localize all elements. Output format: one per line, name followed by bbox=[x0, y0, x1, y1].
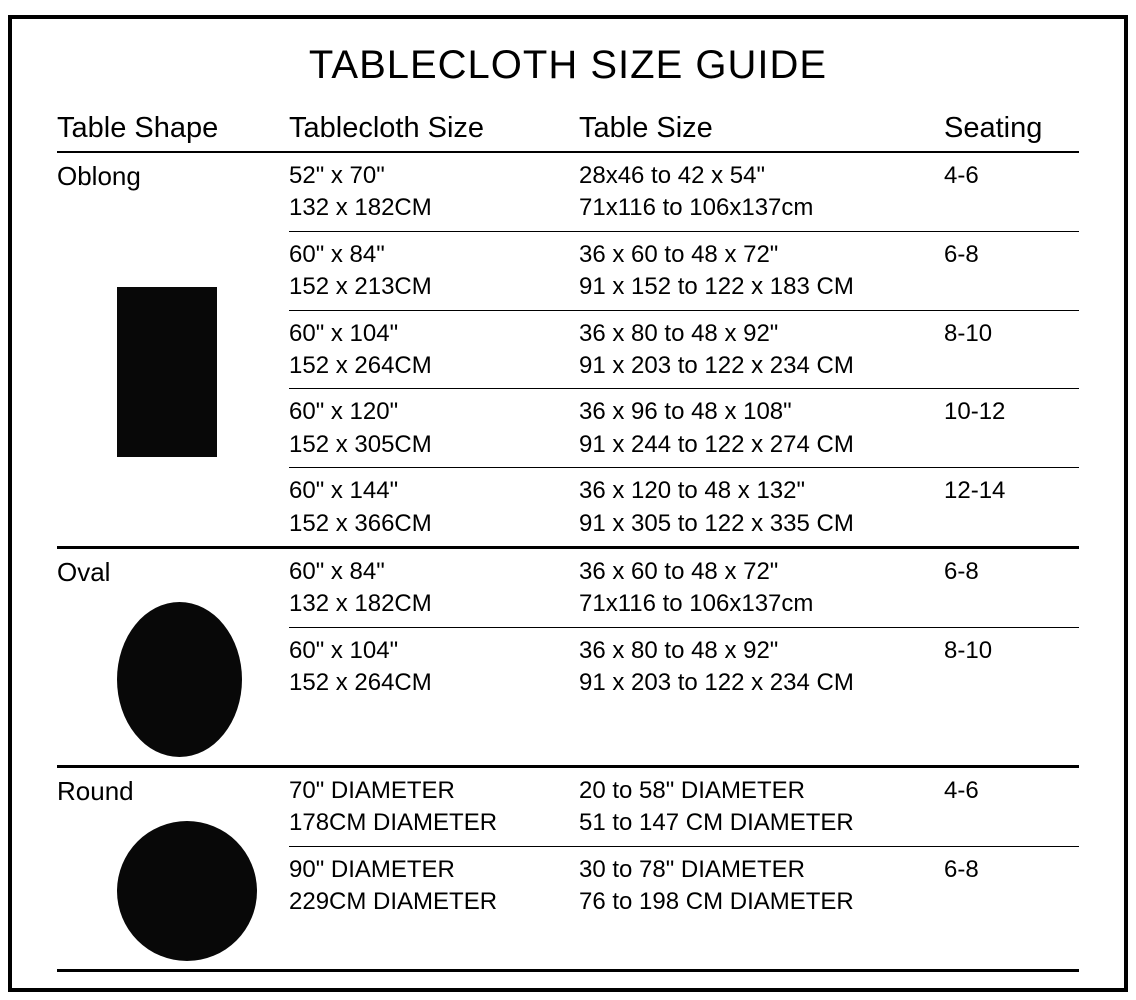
cell-cloth: 52" x 70" 132 x 182CM bbox=[289, 160, 579, 225]
header-seating: Seating bbox=[944, 110, 1079, 153]
cell-cloth: 60" x 144" 152 x 366CM bbox=[289, 475, 579, 540]
cell-seating: 10-12 bbox=[944, 396, 1079, 461]
page: TABLECLOTH SIZE GUIDE Table Shape Tablec… bbox=[0, 0, 1136, 1000]
table-row: 70" DIAMETER 178CM DIAMETER 20 to 58" DI… bbox=[289, 768, 1079, 847]
cell-seating: 12-14 bbox=[944, 475, 1079, 540]
page-title: TABLECLOTH SIZE GUIDE bbox=[57, 43, 1079, 88]
cell-table: 36 x 120 to 48 x 132" 91 x 305 to 122 x … bbox=[579, 475, 944, 540]
data-col: 70" DIAMETER 178CM DIAMETER 20 to 58" DI… bbox=[289, 768, 1079, 969]
cell-table: 28x46 to 42 x 54" 71x116 to 106x137cm bbox=[579, 160, 944, 225]
data-col: 60" x 84" 132 x 182CM 36 x 60 to 48 x 72… bbox=[289, 549, 1079, 765]
table-row: 60" x 144" 152 x 366CM 36 x 120 to 48 x … bbox=[289, 468, 1079, 546]
header-cloth: Tablecloth Size bbox=[289, 110, 579, 153]
cell-seating: 6-8 bbox=[944, 239, 1079, 304]
shape-cell: Oval bbox=[57, 549, 289, 765]
table-row: 60" x 104" 152 x 264CM 36 x 80 to 48 x 9… bbox=[289, 311, 1079, 390]
section-round: Round 70" DIAMETER 178CM DIAMETER 20 to … bbox=[57, 768, 1079, 972]
oval-icon bbox=[117, 602, 242, 757]
shape-label: Oblong bbox=[57, 159, 289, 198]
cell-cloth: 60" x 104" 152 x 264CM bbox=[289, 318, 579, 383]
cell-seating: 6-8 bbox=[944, 854, 1079, 919]
shape-icon-wrap bbox=[57, 813, 289, 969]
data-col: 52" x 70" 132 x 182CM 28x46 to 42 x 54" … bbox=[289, 153, 1079, 546]
cell-table: 36 x 80 to 48 x 92" 91 x 203 to 122 x 23… bbox=[579, 635, 944, 700]
cell-seating: 8-10 bbox=[944, 635, 1079, 700]
shape-label: Round bbox=[57, 774, 289, 813]
cell-cloth: 60" x 84" 152 x 213CM bbox=[289, 239, 579, 304]
cell-cloth: 60" x 84" 132 x 182CM bbox=[289, 556, 579, 621]
table-row: 52" x 70" 132 x 182CM 28x46 to 42 x 54" … bbox=[289, 153, 1079, 232]
cell-seating: 4-6 bbox=[944, 775, 1079, 840]
cell-seating: 6-8 bbox=[944, 556, 1079, 621]
section-oval: Oval 60" x 84" 132 x 182CM 36 x 60 to 48… bbox=[57, 549, 1079, 768]
rectangle-icon bbox=[117, 287, 217, 457]
header-table: Table Size bbox=[579, 110, 944, 153]
table-row: 60" x 84" 152 x 213CM 36 x 60 to 48 x 72… bbox=[289, 232, 1079, 311]
cell-table: 36 x 60 to 48 x 72" 91 x 152 to 122 x 18… bbox=[579, 239, 944, 304]
cell-table: 30 to 78" DIAMETER 76 to 198 CM DIAMETER bbox=[579, 854, 944, 919]
shape-label: Oval bbox=[57, 555, 289, 594]
cell-table: 36 x 80 to 48 x 92" 91 x 203 to 122 x 23… bbox=[579, 318, 944, 383]
cell-table: 36 x 60 to 48 x 72" 71x116 to 106x137cm bbox=[579, 556, 944, 621]
cell-table: 20 to 58" DIAMETER 51 to 147 CM DIAMETER bbox=[579, 775, 944, 840]
cell-cloth: 60" x 104" 152 x 264CM bbox=[289, 635, 579, 700]
cell-cloth: 90" DIAMETER 229CM DIAMETER bbox=[289, 854, 579, 919]
cell-cloth: 70" DIAMETER 178CM DIAMETER bbox=[289, 775, 579, 840]
cell-table: 36 x 96 to 48 x 108" 91 x 244 to 122 x 2… bbox=[579, 396, 944, 461]
guide-frame: TABLECLOTH SIZE GUIDE Table Shape Tablec… bbox=[8, 15, 1128, 992]
table-row: 60" x 120" 152 x 305CM 36 x 96 to 48 x 1… bbox=[289, 389, 1079, 468]
cell-seating: 8-10 bbox=[944, 318, 1079, 383]
shape-cell: Round bbox=[57, 768, 289, 969]
cell-cloth: 60" x 120" 152 x 305CM bbox=[289, 396, 579, 461]
table-row: 90" DIAMETER 229CM DIAMETER 30 to 78" DI… bbox=[289, 847, 1079, 925]
column-headers: Table Shape Tablecloth Size Table Size S… bbox=[57, 110, 1079, 153]
circle-icon bbox=[117, 821, 257, 961]
shape-cell: Oblong bbox=[57, 153, 289, 546]
shape-icon-wrap bbox=[57, 594, 289, 765]
section-oblong: Oblong 52" x 70" 132 x 182CM 28x46 to 42… bbox=[57, 153, 1079, 549]
shape-icon-wrap bbox=[57, 198, 289, 546]
header-shape: Table Shape bbox=[57, 110, 289, 153]
table-row: 60" x 84" 132 x 182CM 36 x 60 to 48 x 72… bbox=[289, 549, 1079, 628]
table-row: 60" x 104" 152 x 264CM 36 x 80 to 48 x 9… bbox=[289, 628, 1079, 706]
cell-seating: 4-6 bbox=[944, 160, 1079, 225]
